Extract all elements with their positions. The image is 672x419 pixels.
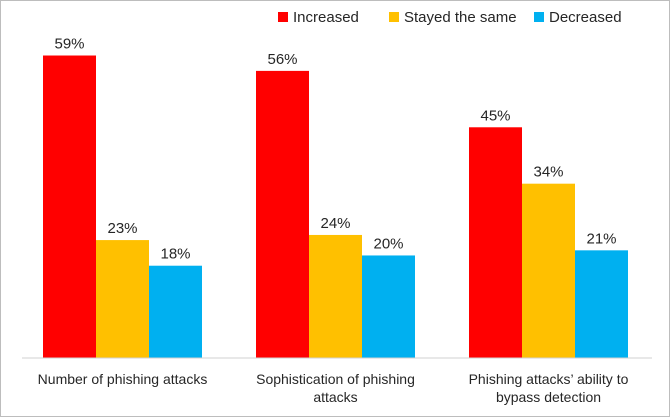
- bars: [43, 55, 628, 359]
- legend-label-2: Stayed the same: [404, 9, 517, 26]
- value-label-3-1: 18%: [160, 246, 190, 263]
- bar-3-3: [575, 250, 628, 358]
- value-label-2-1: 23%: [107, 220, 137, 237]
- legend-label-1: Increased: [293, 9, 359, 26]
- bar-1-3: [469, 127, 522, 359]
- value-label-1-2: 56%: [267, 51, 297, 68]
- value-label-1-3: 45%: [480, 107, 510, 124]
- legend-label-3: Decreased: [549, 9, 622, 26]
- legend-swatch-2: [389, 12, 399, 22]
- legend-swatch-1: [278, 12, 288, 22]
- bar-2-2: [309, 234, 362, 358]
- bar-2-3: [522, 183, 575, 358]
- bar-3-2: [362, 255, 415, 358]
- category-label-3-line-2: bypass detection: [496, 389, 601, 405]
- category-label-2-line-2: attacks: [313, 389, 357, 405]
- value-label-2-2: 24%: [320, 215, 350, 232]
- category-label-1-line-1: Number of phishing attacks: [38, 371, 208, 387]
- bar-1-2: [256, 70, 309, 358]
- value-label-3-3: 21%: [586, 230, 616, 247]
- category-label-2-line-1: Sophistication of phishing: [256, 371, 415, 387]
- category-labels: Number of phishing attacks Sophistication…: [38, 371, 629, 405]
- category-label-3-line-1: Phishing attacks’ ability to: [469, 371, 629, 387]
- value-label-2-3: 34%: [533, 164, 563, 181]
- bar-2-1: [96, 240, 149, 358]
- value-label-3-2: 20%: [373, 235, 403, 252]
- bar-1-1: [43, 55, 96, 359]
- legend: Increased Stayed the same Decreased: [278, 9, 622, 26]
- legend-swatch-3: [534, 12, 544, 22]
- value-labels: 59% 56% 45% 23% 24% 34% 18% 20% 21%: [54, 36, 616, 263]
- value-label-1-1: 59%: [54, 36, 84, 53]
- bar-3-1: [149, 265, 202, 358]
